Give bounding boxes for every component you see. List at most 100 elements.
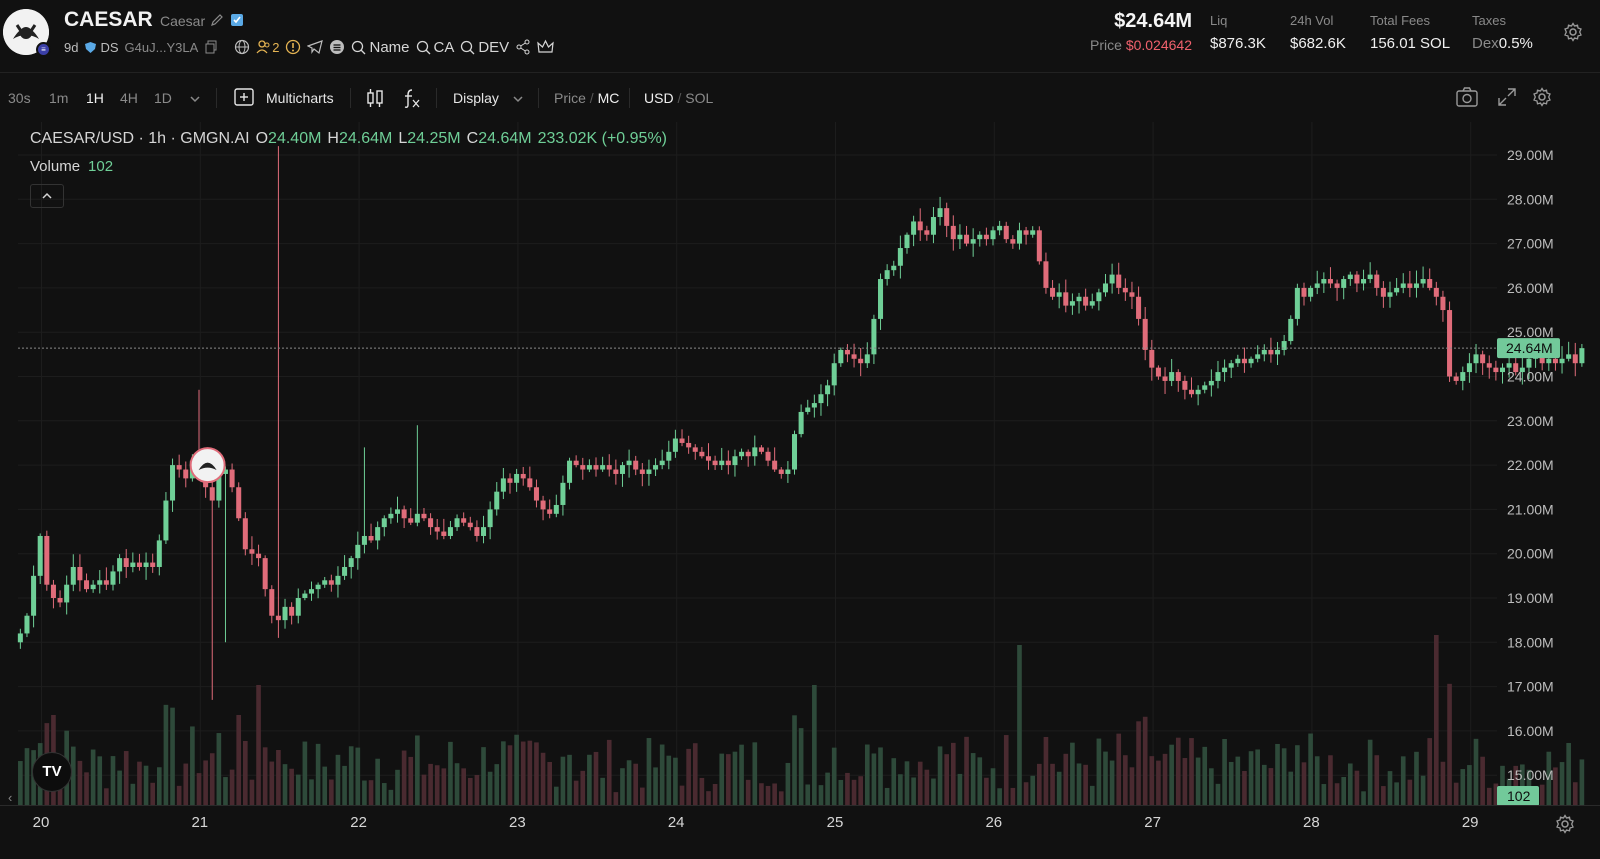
candle-body [242, 518, 248, 550]
volume-bar [937, 746, 943, 805]
display-menu-button[interactable]: Display [453, 90, 499, 106]
candle-body [1208, 380, 1214, 386]
volume-bar [1486, 787, 1492, 805]
search-icon [416, 40, 430, 54]
volume-bar [1473, 738, 1479, 805]
candle-body [772, 460, 778, 470]
menu-circle-icon[interactable] [329, 39, 345, 55]
volume-bar [1367, 739, 1373, 805]
verified-icon[interactable] [230, 13, 244, 27]
chart-settings-gear-icon[interactable] [1532, 87, 1552, 107]
volume-bar [957, 773, 963, 805]
volume-bar [269, 761, 275, 805]
candle-body [1235, 358, 1241, 364]
interval-1m[interactable]: 1m [49, 90, 69, 106]
volume-bar [249, 779, 255, 805]
price-chart[interactable]: 15.00M 16.00M 17.00M 18.00M 19.00M 20.00M 21.0… [0, 122, 1600, 859]
candle-type-icon[interactable] [366, 88, 384, 108]
volume-bar [646, 738, 652, 805]
candle-body [1288, 318, 1294, 342]
volume-bar [1010, 787, 1016, 805]
search-dev-link[interactable]: DEV [460, 39, 509, 56]
warning-icon[interactable] [285, 39, 301, 55]
multicharts-button[interactable] [234, 88, 254, 109]
interval-4h[interactable]: 4H [120, 90, 138, 106]
candle-body [520, 473, 526, 479]
tradingview-logo-icon[interactable]: TV [32, 752, 72, 792]
volume-bar [1480, 756, 1485, 805]
share-icon[interactable] [515, 39, 531, 55]
candle-body [64, 584, 70, 603]
volume-bar [1202, 746, 1208, 805]
candle-body [1579, 348, 1585, 364]
candle-body [686, 442, 692, 448]
collapse-legend-button[interactable] [30, 184, 64, 208]
indicators-fx-icon[interactable] [402, 87, 422, 109]
volume-bar [1308, 733, 1313, 805]
candle-body [606, 465, 612, 470]
search-ca-link[interactable]: CA [416, 39, 454, 56]
interval-30s[interactable]: 30s [8, 90, 31, 106]
volume-bar [818, 785, 824, 805]
candle-body [1466, 363, 1472, 373]
volume-bar [1255, 749, 1260, 805]
volume-bar [315, 743, 321, 805]
volume-bar [931, 778, 936, 805]
telegram-icon[interactable] [307, 39, 324, 55]
candle-body [441, 531, 447, 536]
chart-canvas[interactable]: 15.00M 16.00M 17.00M 18.00M 19.00M 20.00M 21.0… [0, 122, 1600, 859]
candle-body [964, 234, 970, 244]
interval-1d[interactable]: 1D [154, 90, 172, 106]
candle-body [626, 460, 632, 466]
candle-body [262, 558, 268, 590]
candle-body [1016, 230, 1022, 244]
volume-bar [732, 751, 738, 805]
candle-body [342, 566, 348, 576]
interval-1h[interactable]: 1H [86, 90, 104, 106]
volume-bar [712, 784, 718, 805]
volume-bar [454, 763, 460, 805]
volume-bar [1182, 758, 1188, 805]
candle-body [494, 491, 500, 510]
pair-label: CAESAR/USD · 1h · GMGN.AI [30, 130, 250, 147]
token-address[interactable]: G4uJ...Y3LA [124, 39, 199, 55]
search-name-link[interactable]: Name [351, 39, 410, 56]
volume-bar [1334, 783, 1340, 805]
close-label: C [466, 130, 479, 147]
fullscreen-icon[interactable] [1497, 87, 1517, 107]
volume-bar [1149, 756, 1155, 805]
multicharts-label[interactable]: Multicharts [266, 90, 334, 106]
candle-body [1182, 380, 1188, 390]
holders-tag[interactable]: 2 [256, 39, 279, 55]
candle-body [130, 562, 136, 567]
usd-sol-toggle[interactable]: USD / SOL [644, 90, 714, 106]
website-globe-icon[interactable] [234, 39, 250, 55]
crown-icon[interactable] [537, 39, 554, 55]
volume-label: Volume [30, 158, 81, 175]
candle-body [1341, 279, 1347, 288]
screenshot-camera-icon[interactable] [1455, 86, 1479, 108]
candle-body [1480, 354, 1486, 364]
candle-body [666, 451, 672, 461]
candle-body [1559, 358, 1565, 364]
ds-tag[interactable]: DS [84, 40, 119, 55]
edit-icon[interactable] [210, 13, 224, 27]
volume-bar [1295, 745, 1300, 805]
candle-body [653, 465, 659, 470]
settings-gear-icon[interactable] [1563, 22, 1583, 42]
volume-bar [329, 779, 334, 805]
price-mc-toggle[interactable]: Price / MC [554, 90, 620, 106]
axis-settings-gear-icon[interactable] [1555, 814, 1575, 834]
copy-icon[interactable] [204, 40, 218, 54]
scroll-left-icon[interactable]: ‹ [8, 790, 13, 805]
volume-bar [401, 750, 407, 805]
candle-body [1387, 292, 1393, 297]
chevron-down-icon[interactable] [188, 92, 202, 106]
chevron-down-icon[interactable] [511, 92, 525, 106]
candle-body [540, 500, 546, 510]
volume-bar [494, 764, 500, 805]
candle-body [1222, 367, 1228, 373]
toolbar-divider [538, 88, 539, 108]
candle-body [884, 270, 890, 280]
candle-body [1460, 372, 1466, 381]
